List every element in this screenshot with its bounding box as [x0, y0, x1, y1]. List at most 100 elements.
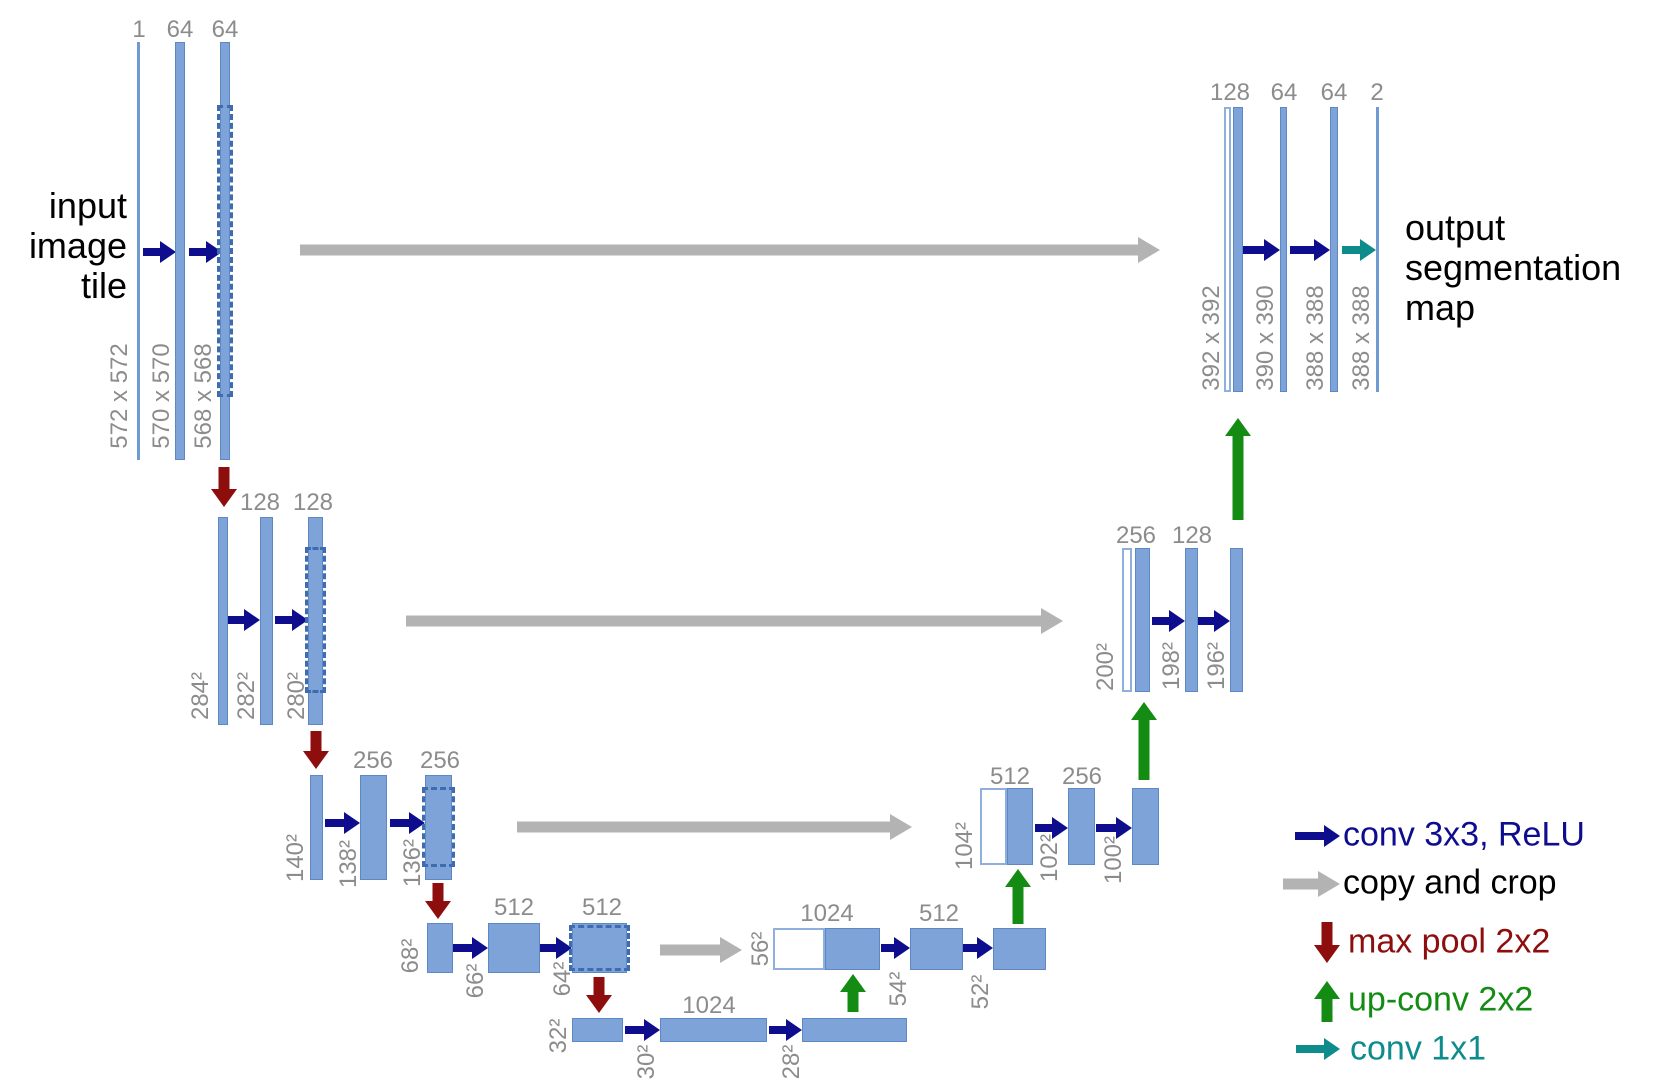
input-image-tile-label: input image tile [29, 186, 127, 306]
copy-crop-arrow [300, 237, 1160, 263]
feature-map [1185, 548, 1198, 692]
channel-count-label: 2 [1370, 79, 1384, 106]
feature-map [910, 928, 963, 970]
copied-feature-map [1122, 548, 1132, 692]
feature-map [1068, 788, 1095, 865]
legend-max-pool-arrow [1314, 922, 1340, 963]
conv-3x3-arrow [1152, 610, 1185, 632]
output-label-line: map [1405, 287, 1476, 328]
feature-map [1376, 107, 1379, 392]
dimension-label: 56² [747, 931, 774, 967]
conv-3x3-arrow [963, 937, 993, 959]
channel-count-label: 64 [211, 16, 239, 43]
dimension-label: 102² [1036, 833, 1063, 883]
dimension-label: 392 x 392 [1198, 285, 1225, 391]
channel-count-label: 1024 [800, 900, 854, 927]
feature-map [1132, 788, 1159, 865]
copied-feature-map [980, 788, 1007, 865]
crop-region [422, 787, 455, 867]
conv-3x3-arrow [325, 812, 360, 834]
conv-3x3-arrow [227, 609, 260, 631]
dimension-label: 568 x 568 [190, 343, 217, 449]
input-label-line: tile [80, 265, 127, 306]
feature-map [220, 42, 230, 460]
dimension-label: 390 x 390 [1252, 285, 1279, 391]
dimension-label: 54² [885, 971, 912, 1007]
feature-map [310, 775, 323, 880]
output-segmentation-map-label: output segmentation map [1405, 208, 1621, 328]
feature-map [1330, 107, 1338, 392]
channel-count-label: 128 [1209, 79, 1251, 106]
dimension-label: 280² [283, 671, 310, 721]
dimension-label: 572 x 572 [106, 343, 133, 449]
copy-crop-arrow [517, 814, 912, 840]
conv-3x3-arrow [1096, 817, 1132, 839]
copy-crop-arrow [660, 937, 742, 963]
legend-conv-1x1-arrow [1296, 1038, 1340, 1060]
channel-count-label: 512 [989, 763, 1031, 790]
channel-count-label: 512 [493, 894, 535, 921]
feature-map [993, 928, 1046, 970]
conv-3x3-arrow [143, 241, 176, 263]
dimension-label: 64² [549, 961, 576, 997]
channel-count-label: 512 [918, 900, 960, 927]
dimension-label: 138² [335, 839, 362, 889]
feature-map [1007, 788, 1033, 865]
feature-map [488, 923, 540, 973]
dimension-label: 388 x 388 [1348, 285, 1375, 391]
dimension-label: 66² [462, 963, 489, 999]
up-conv-arrow [1005, 869, 1031, 924]
conv-3x3-arrow [625, 1019, 660, 1041]
conv-3x3-arrow [1198, 610, 1230, 632]
channel-count-label: 512 [581, 894, 623, 921]
up-conv-arrow [1225, 418, 1251, 520]
legend-label-conv1x1: conv 1x1 [1350, 1029, 1487, 1068]
conv-3x3-arrow [1035, 817, 1068, 839]
feature-map [1230, 548, 1243, 692]
conv-3x3-arrow [1290, 239, 1330, 261]
legend-copy-crop-arrow [1283, 871, 1340, 897]
feature-map [1280, 107, 1287, 392]
conv-3x3-arrow [769, 1019, 802, 1041]
channel-count-label: 256 [352, 747, 394, 774]
conv-3x3-arrow [1243, 239, 1280, 261]
legend-label-up-conv: up-conv 2x2 [1348, 980, 1534, 1019]
up-conv-arrow [840, 974, 866, 1012]
conv-3x3-arrow [390, 812, 425, 834]
input-label-line: image [28, 225, 127, 266]
conv-3x3-arrow [453, 937, 488, 959]
max-pool-arrow [586, 977, 612, 1013]
channel-count-label: 64 [1320, 79, 1348, 106]
channel-count-label: 64 [1270, 79, 1298, 106]
feature-map [137, 42, 140, 460]
feature-map [825, 928, 880, 970]
feature-map [572, 1018, 623, 1042]
dimension-label: 196² [1203, 641, 1230, 691]
feature-map [802, 1018, 907, 1042]
dimension-label: 52² [967, 974, 994, 1010]
channel-count-label: 128 [239, 489, 281, 516]
crop-region [569, 925, 630, 971]
channel-count-label: 64 [166, 16, 194, 43]
legend-label-conv3x3: conv 3x3, ReLU [1343, 815, 1585, 854]
copy-crop-arrow [406, 608, 1063, 634]
feature-map [175, 42, 185, 460]
legend-conv-3x3-arrow [1295, 825, 1340, 847]
feature-map [1135, 548, 1150, 692]
feature-map [660, 1018, 767, 1042]
feature-map [1233, 107, 1243, 392]
feature-map [260, 517, 273, 725]
channel-count-label: 128 [1171, 522, 1213, 549]
legend-up-conv-arrow [1314, 981, 1340, 1022]
up-conv-arrow [1131, 702, 1157, 780]
feature-map [360, 775, 387, 880]
conv-3x3-arrow [540, 937, 572, 959]
dimension-label: 198² [1158, 641, 1185, 691]
conv-1x1-arrow [1342, 239, 1376, 261]
dimension-label: 282² [233, 671, 260, 721]
copied-feature-map [773, 928, 825, 970]
crop-region [305, 547, 326, 693]
dimension-label: 200² [1092, 642, 1119, 692]
